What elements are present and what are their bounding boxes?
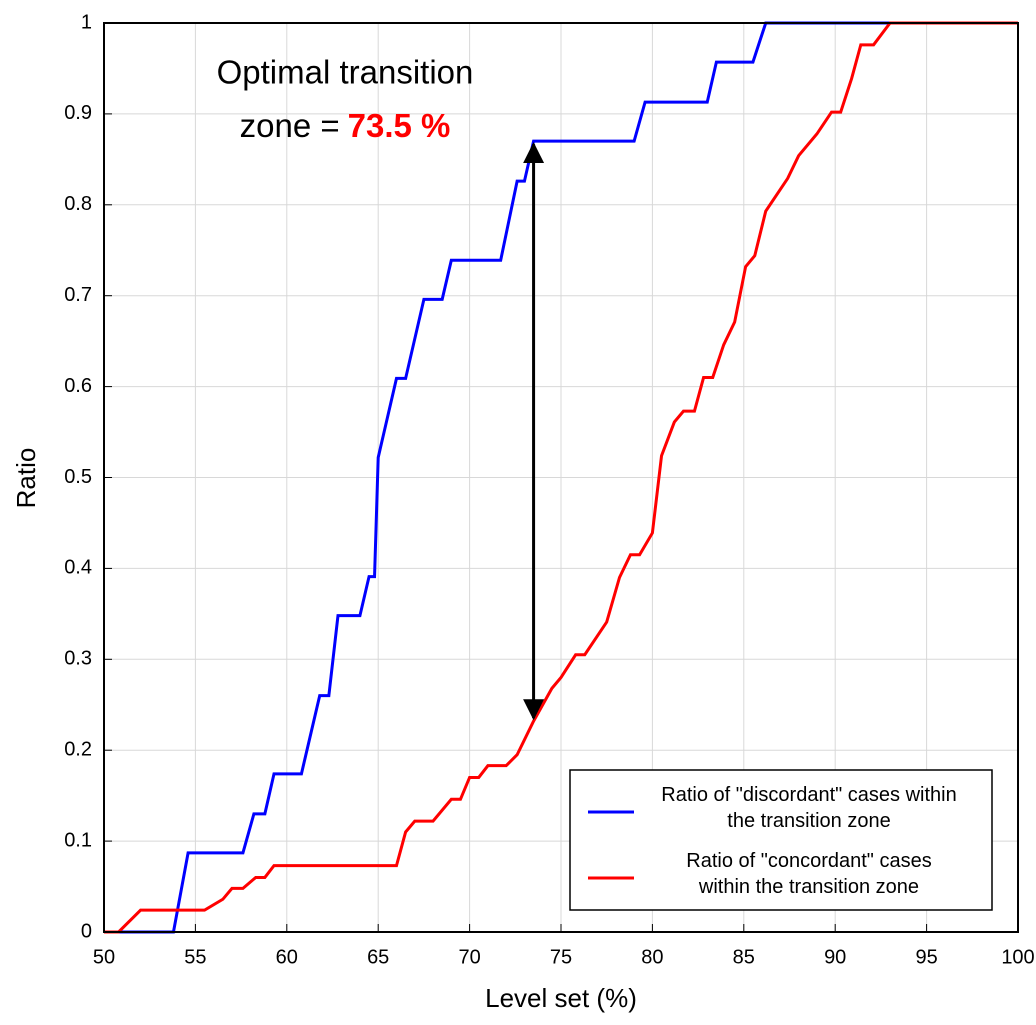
series-line: [104, 21, 1018, 934]
x-tick-label: 95: [915, 946, 937, 968]
legend-label: Ratio of "concordant" cases within the t…: [686, 850, 932, 898]
legend-entry: Ratio of "concordant" cases within the t…: [686, 850, 932, 898]
x-axis-label: Level set (%): [485, 983, 637, 1013]
x-tick-label: 55: [184, 946, 206, 968]
annotation-line: zone = 73.5 %: [240, 107, 451, 144]
series-line: [104, 21, 1018, 934]
annotation-highlight: 73.5 %: [348, 107, 451, 144]
x-tick-label: 80: [641, 946, 663, 968]
x-tick-label: 50: [93, 946, 115, 968]
x-tick-label: 65: [367, 946, 389, 968]
x-tick-label: 75: [550, 946, 572, 968]
y-tick-label: 1: [81, 11, 92, 33]
y-tick-label: 0: [81, 920, 92, 942]
annotation-line: Optimal transition: [217, 54, 474, 91]
legend-label: Ratio of "discordant" cases within the t…: [661, 784, 957, 832]
y-tick-label: 0.3: [64, 648, 92, 670]
y-tick-label: 0.8: [64, 193, 92, 215]
y-tick-label: 0.2: [64, 738, 92, 760]
x-tick-label: 60: [276, 946, 298, 968]
y-axis-label: Ratio: [11, 448, 41, 509]
x-tick-label: 100: [1001, 946, 1034, 968]
legend-box: [569, 769, 993, 911]
x-tick-label: 90: [824, 946, 846, 968]
x-tick-label: 85: [733, 946, 755, 968]
y-tick-label: 0.5: [64, 466, 92, 488]
legend-entry: Ratio of "discordant" cases within the t…: [661, 784, 957, 832]
annotation-text: zone =: [240, 107, 340, 144]
y-tick-label: 0.1: [64, 829, 92, 851]
x-tick-label: 70: [458, 946, 480, 968]
y-tick-label: 0.9: [64, 102, 92, 124]
y-tick-label: 0.4: [64, 557, 92, 579]
y-tick-label: 0.7: [64, 284, 92, 306]
y-tick-label: 0.6: [64, 375, 92, 397]
plot-frame: [103, 22, 1019, 933]
